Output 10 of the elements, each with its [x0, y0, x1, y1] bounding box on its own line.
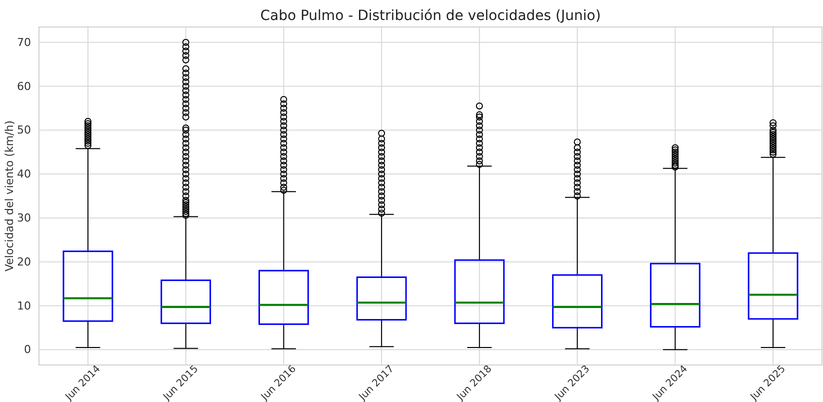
y-tick-label: 60 — [17, 80, 31, 93]
y-tick-label: 30 — [17, 211, 31, 224]
y-tick-label: 50 — [17, 124, 31, 137]
y-tick-label: 0 — [24, 343, 31, 356]
y-tick-label: 40 — [17, 168, 31, 181]
y-tick-label: 10 — [17, 299, 31, 312]
y-tick-label: 70 — [17, 36, 31, 49]
chart-title: Cabo Pulmo - Distribución de velocidades (Junio) — [260, 8, 601, 24]
y-tick-label: 20 — [17, 255, 31, 268]
y-axis-title: Velocidad del viento (km/h) — [3, 120, 16, 272]
